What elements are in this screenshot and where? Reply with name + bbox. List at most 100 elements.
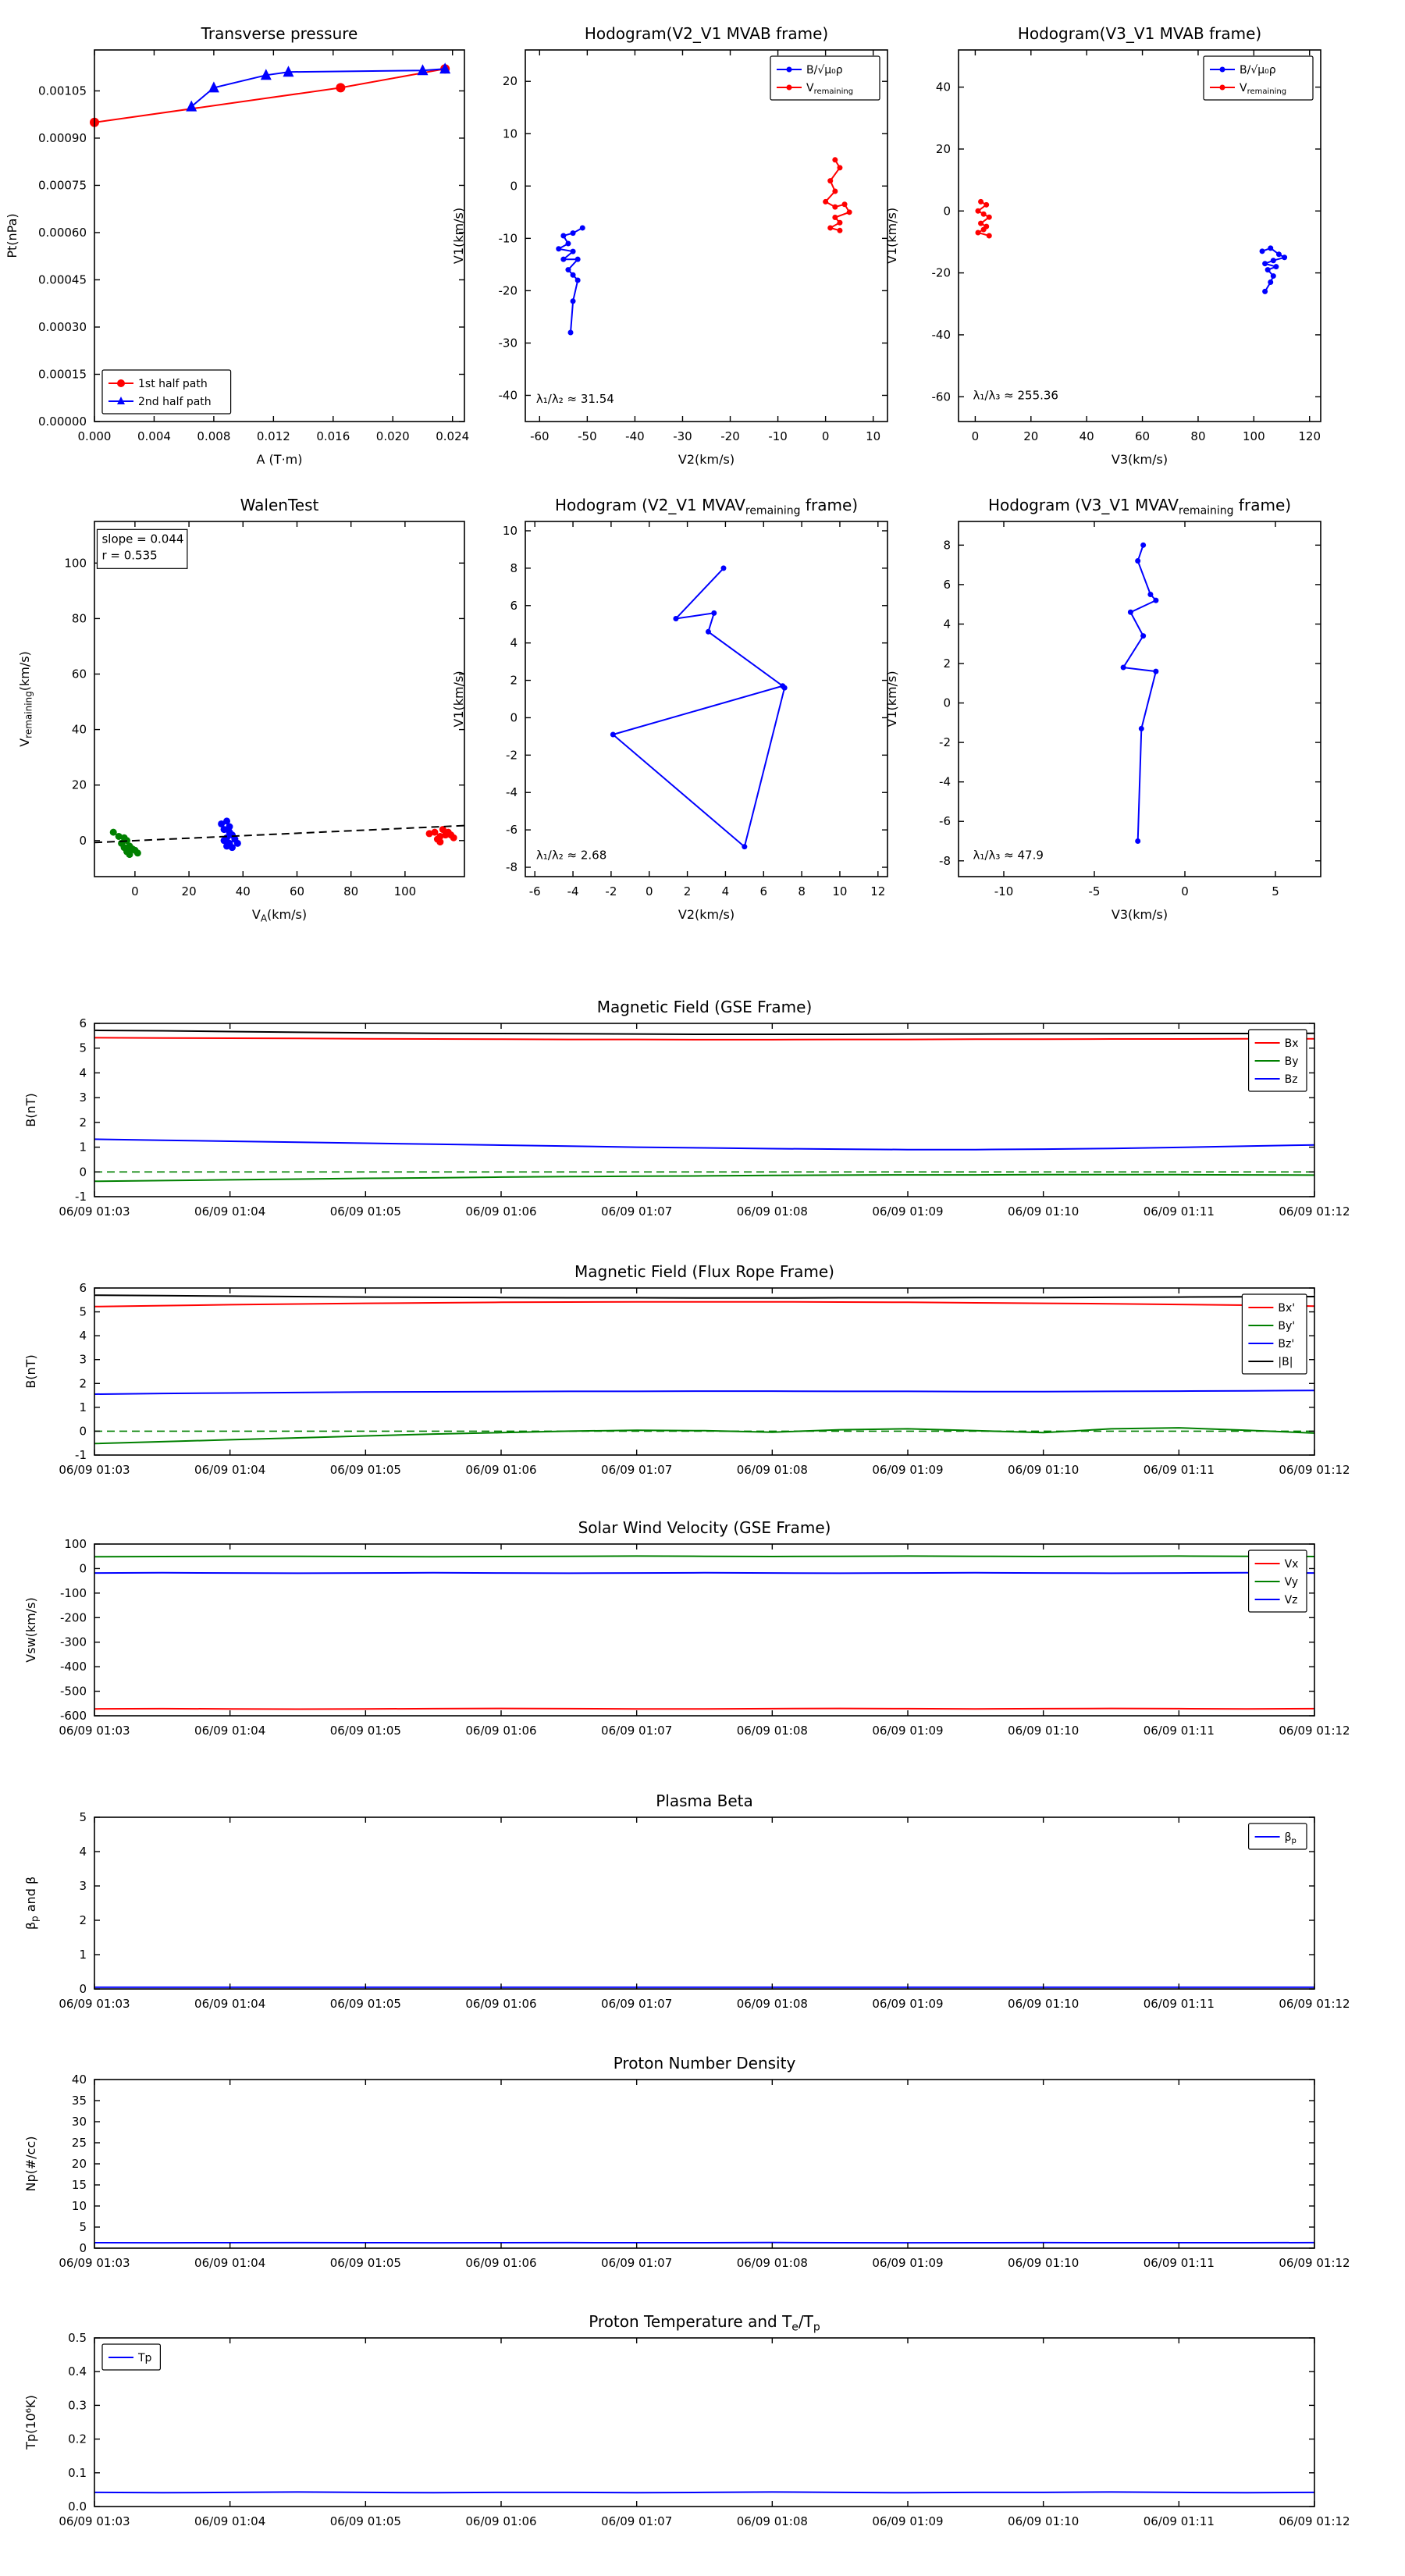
tspan: 06/09 01:08 (737, 2514, 808, 2528)
y-tick-label: 3 (79, 1353, 87, 1367)
series-Vz (94, 1571, 1315, 1574)
x-tick-label: 06/09 01:08 (737, 2514, 808, 2528)
tspan: /T (799, 2312, 814, 2331)
tspan: 0.008 (197, 429, 230, 443)
tspan: 06/09 01:10 (1008, 2256, 1079, 2270)
tspan: A (261, 913, 268, 924)
tspan: V (252, 907, 261, 922)
series-2nd half path (186, 62, 451, 112)
series-path (611, 568, 786, 849)
tspan: 25 (72, 2136, 87, 2150)
marker-dot (980, 211, 987, 217)
x-axis-label: A (T·m) (257, 452, 303, 467)
x-tick-label: 06/09 01:09 (872, 1997, 943, 2011)
marker-dot (1268, 245, 1274, 251)
x-tick-label: 06/09 01:07 (601, 1997, 672, 2011)
plot-background (94, 521, 464, 877)
tspan: 06/09 01:08 (737, 1204, 808, 1219)
chart-title: Solar Wind Velocity (GSE Frame) (578, 1518, 831, 1537)
tspan: 20 (72, 778, 87, 792)
tspan: r = 0.535 (101, 548, 157, 562)
x-tick-label: 06/09 01:06 (465, 1463, 536, 1477)
legend-label: 1st half path (138, 378, 208, 390)
tspan: 06/09 01:11 (1144, 2514, 1215, 2528)
tspan: 06/09 01:06 (465, 1997, 536, 2011)
tspan: 06/09 01:09 (872, 1997, 943, 2011)
tspan: 2 (79, 1376, 87, 1390)
series-path (94, 1389, 1315, 1395)
x-tick-label: 5 (1272, 884, 1279, 898)
tspan: Vz (1285, 1594, 1298, 1606)
tspan: V2(km/s) (678, 907, 735, 922)
tspan: 20 (72, 2157, 87, 2171)
marker-dot (436, 838, 444, 846)
tspan: 6 (943, 578, 951, 592)
y-tick-label: 0 (79, 2241, 87, 2255)
x-tick-label: 06/09 01:11 (1144, 1724, 1215, 1738)
series-path (94, 1427, 1315, 1445)
marker-dot (832, 204, 838, 210)
tspan: 40 (1080, 429, 1094, 443)
y-tick-label: -500 (60, 1685, 87, 1699)
y-axis-label: Vsw(km/s) (23, 1597, 38, 1662)
y-tick-label: 0.00015 (38, 367, 87, 381)
y-tick-label: -8 (506, 860, 518, 874)
y-axis-label: B(nT) (23, 1354, 38, 1388)
y-tick-label: 6 (79, 1016, 87, 1030)
y-tick-label: -20 (932, 266, 951, 280)
x-tick-label: 06/09 01:05 (330, 1997, 401, 2011)
marker-triangle (283, 66, 294, 77)
x-axis-label: V3(km/s) (1112, 907, 1168, 922)
y-tick-label: 5 (79, 1810, 87, 1824)
tspan: V2(km/s) (678, 452, 735, 467)
y-tick-label: 5 (79, 2220, 87, 2234)
tspan: 6 (79, 1016, 87, 1030)
tspan: Bx (1285, 1037, 1299, 1050)
tspan: Vsw(km/s) (23, 1597, 38, 1662)
marker-dot (1219, 66, 1225, 73)
x-tick-label: 6 (759, 884, 767, 898)
series-Vremaining (975, 198, 992, 239)
y-tick-label: 6 (510, 599, 518, 613)
tspan: B/√μ₀ρ (806, 64, 843, 76)
tspan: 5 (1272, 884, 1279, 898)
tspan: 06/09 01:04 (194, 2256, 265, 2270)
tspan: 4 (79, 1066, 87, 1080)
x-tick-label: 06/09 01:08 (737, 1463, 808, 1477)
y-axis-label: V1(km/s) (884, 671, 899, 727)
y-tick-label: -60 (932, 390, 951, 404)
y-tick-label: 0 (79, 1561, 87, 1575)
tspan: By' (1278, 1320, 1295, 1332)
x-axis-label: VA(km/s) (252, 907, 307, 924)
marker-dot (827, 225, 834, 231)
tspan: 6 (79, 1281, 87, 1295)
tspan: V (806, 82, 814, 94)
y-tick-label: 0.2 (68, 2432, 87, 2446)
x-tick-label: 0 (1181, 884, 1189, 898)
x-tick-label: -6 (529, 884, 541, 898)
tspan: 06/09 01:10 (1008, 1997, 1079, 2011)
series-By' (94, 1427, 1315, 1445)
tspan: 0.4 (68, 2364, 87, 2379)
marker-dot (781, 685, 788, 691)
x-tick-label: 12 (870, 884, 885, 898)
series-line (109, 828, 141, 859)
x-tick-label: 100 (1243, 429, 1265, 443)
plot-background (94, 1544, 1314, 1716)
x-tick-label: 06/09 01:09 (872, 2256, 943, 2270)
y-tick-label: 20 (72, 2157, 87, 2171)
annotation: λ₁/λ₂ ≈ 31.54 (536, 392, 614, 406)
y-tick-label: -10 (499, 231, 518, 245)
y-tick-label: 0 (79, 834, 87, 848)
x-tick-label: 06/09 01:04 (194, 1463, 265, 1477)
tspan: 100 (64, 1537, 87, 1551)
tspan: Proton Number Density (614, 2054, 796, 2073)
marker-dot (565, 240, 571, 247)
axes-border (94, 49, 465, 422)
marker-dot (1120, 664, 1126, 671)
y-tick-label: 35 (72, 2094, 87, 2108)
legend-label: Vx (1285, 1558, 1299, 1571)
tspan: β (1285, 1831, 1292, 1844)
y-tick-label: -40 (932, 328, 951, 342)
tspan: 60 (290, 884, 304, 898)
